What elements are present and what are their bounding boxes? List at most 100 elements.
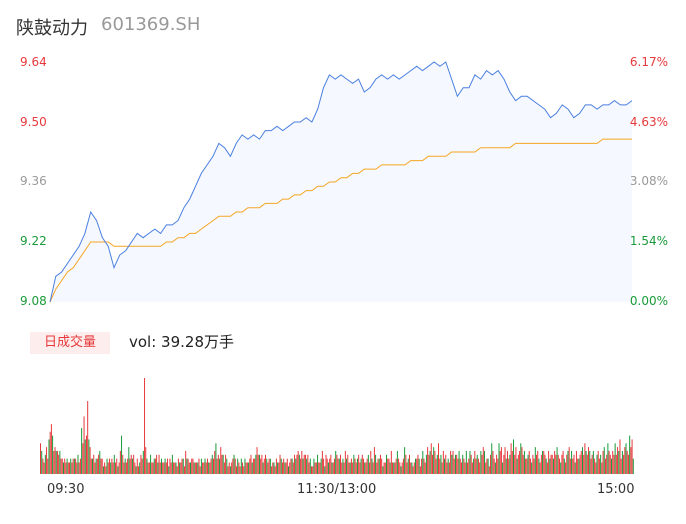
volume-bar <box>364 462 366 474</box>
volume-bar <box>48 439 50 474</box>
volume-bar <box>556 447 558 474</box>
volume-bar <box>585 450 587 474</box>
volume-bar <box>298 454 300 474</box>
volume-bar <box>289 462 291 474</box>
volume-bar <box>537 450 539 474</box>
volume-bar <box>94 462 96 474</box>
volume-bar <box>159 462 161 474</box>
volume-bar <box>242 462 244 474</box>
volume-bar <box>60 458 62 474</box>
volume-bar <box>621 450 623 474</box>
volume-bar <box>618 450 620 474</box>
volume-bar <box>464 462 466 474</box>
volume-bar <box>516 458 518 474</box>
volume-bar <box>461 462 462 474</box>
volume-bar <box>175 462 177 474</box>
volume-bar <box>451 454 453 474</box>
volume-bar <box>194 462 196 474</box>
volume-bar <box>186 458 188 474</box>
volume-bar <box>389 462 391 474</box>
volume-bar <box>199 466 201 474</box>
volume-bar <box>566 454 568 474</box>
volume-bar <box>427 447 429 474</box>
volume-bar <box>513 439 515 474</box>
volume-bar <box>128 447 130 474</box>
volume-bar <box>88 439 90 474</box>
volume-bar <box>79 458 81 474</box>
volume-bar <box>457 458 459 474</box>
volume-bar <box>246 462 248 474</box>
volume-bar <box>550 454 552 474</box>
volume-bar <box>500 447 502 474</box>
volume-bar <box>255 454 257 474</box>
volume-bar <box>596 454 598 474</box>
volume-bar <box>71 462 73 474</box>
volume-bar <box>401 462 403 474</box>
volume-bar <box>153 458 155 474</box>
volume-bar <box>286 458 288 474</box>
average-price-line <box>49 138 632 303</box>
volume-bar <box>407 458 409 474</box>
volume-bar <box>261 454 263 474</box>
volume-bar <box>442 450 444 474</box>
volume-bar <box>435 458 437 474</box>
volume-bar <box>129 458 131 474</box>
x-tick-close: 15:00 <box>597 482 635 497</box>
volume-bar <box>567 450 569 474</box>
volume-bar <box>498 443 500 474</box>
volume-bar <box>372 462 374 474</box>
volume-bar <box>510 443 512 474</box>
volume-bar <box>180 462 182 474</box>
volume-bar <box>256 447 258 474</box>
volume-bar <box>319 462 321 474</box>
volume-bar <box>528 450 530 474</box>
volume-bar <box>157 462 159 474</box>
volume-bar <box>118 462 120 474</box>
volume-bar <box>459 458 461 474</box>
volume-bar <box>285 462 287 474</box>
volume-bar <box>273 462 275 474</box>
volume-bar <box>108 458 110 474</box>
volume-bar <box>340 454 342 474</box>
volume-bar <box>46 447 48 474</box>
volume-bar <box>102 466 104 474</box>
volume-bar <box>202 462 204 474</box>
volume-bar <box>164 458 166 474</box>
volume-bar <box>78 462 80 474</box>
volume-bar <box>281 462 283 474</box>
volume-bar <box>136 458 138 474</box>
volume-bar <box>165 462 167 474</box>
volume-bar <box>429 450 431 474</box>
volume-bar <box>197 462 199 474</box>
volume-bar <box>111 458 113 474</box>
volume-bar <box>147 462 149 474</box>
y-tick-left: 9.36 <box>20 174 47 188</box>
volume-bar <box>174 462 176 474</box>
volume-bar <box>205 462 207 474</box>
volume-bar <box>446 462 448 474</box>
volume-bar <box>444 458 446 474</box>
volume-bar <box>226 458 228 474</box>
volume-bar <box>314 462 316 474</box>
y-tick-right: 4.63% <box>629 115 668 129</box>
volume-bar <box>359 462 361 474</box>
volume-bar <box>158 454 160 474</box>
volume-bar <box>279 454 281 474</box>
volume-bar <box>265 454 267 474</box>
volume-bar <box>594 458 596 474</box>
volume-bar <box>477 458 479 474</box>
volume-bar <box>438 443 440 474</box>
volume-bar <box>231 462 233 474</box>
volume-bar <box>309 458 311 474</box>
volume-bar <box>176 466 178 474</box>
volume-bar <box>349 462 351 474</box>
volume-bar <box>600 454 602 474</box>
volume-bar <box>382 466 384 474</box>
volume-bar <box>590 458 592 474</box>
volume-bar <box>388 458 390 474</box>
volume-bar <box>613 454 615 474</box>
stock-name: 陕鼓动力 <box>16 18 88 39</box>
volume-bar <box>353 454 355 474</box>
volume-bar <box>436 454 438 474</box>
volume-bar <box>580 450 582 474</box>
